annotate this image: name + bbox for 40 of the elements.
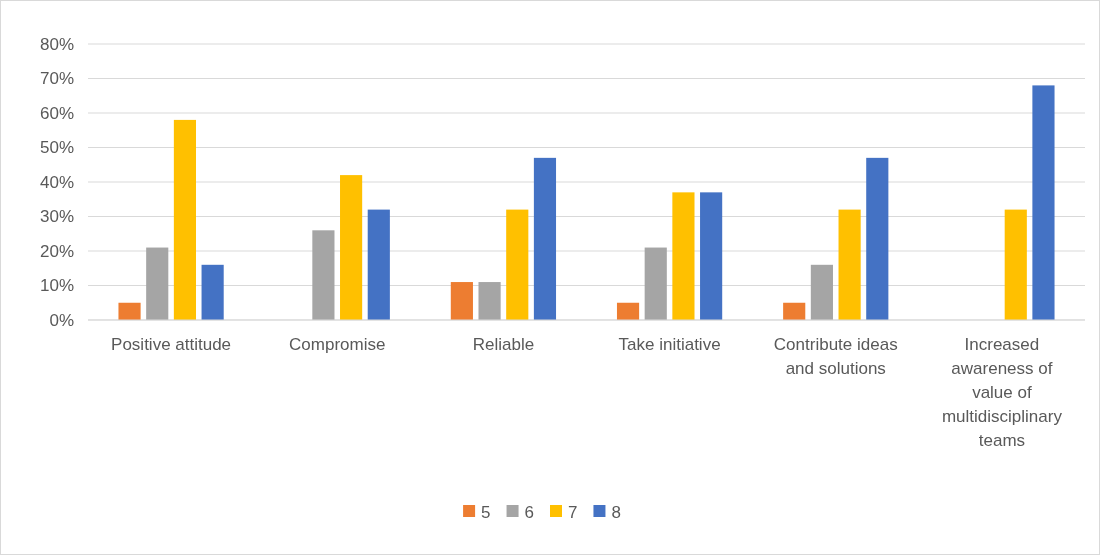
legend-label: 7 [568, 502, 578, 522]
bar [644, 247, 667, 320]
y-tick-label: 60% [39, 103, 74, 123]
bar [700, 192, 723, 320]
y-tick-label: 20% [39, 241, 74, 261]
bar [340, 175, 363, 320]
bar [783, 302, 806, 320]
x-tick-label: Positive attitude [111, 335, 232, 354]
y-tick-label: 70% [39, 69, 74, 89]
y-tick-label: 50% [39, 138, 74, 158]
bar [838, 209, 861, 320]
y-tick-label: 10% [39, 276, 74, 296]
bar [146, 247, 169, 320]
bar [1004, 209, 1027, 320]
legend-label: 5 [481, 502, 491, 522]
y-tick-label: 0% [49, 310, 74, 330]
bar [312, 230, 335, 320]
x-tick-label: Increased awareness of value of multidisciplinary teams [941, 335, 1063, 450]
bar [478, 282, 501, 320]
y-tick-label: 40% [39, 172, 74, 192]
bar [616, 302, 640, 320]
bar [367, 209, 390, 320]
legend-label: 8 [611, 502, 621, 522]
bar [118, 302, 141, 320]
bar [201, 264, 224, 320]
bar [450, 282, 473, 320]
bar [173, 119, 197, 320]
bar [506, 209, 529, 320]
x-tick-label: Compromise [289, 335, 386, 354]
x-tick-label: Contribute ideas and solutions [773, 335, 898, 378]
bar [672, 192, 695, 320]
y-tick-label: 80% [39, 34, 74, 54]
bar [866, 157, 889, 320]
y-tick-label: 30% [39, 207, 74, 227]
x-tick-label: Reliable [472, 335, 535, 354]
x-tick-label: Take initiative [618, 335, 721, 354]
bar [533, 157, 557, 320]
legend-label: 6 [524, 502, 535, 522]
bar [810, 264, 833, 320]
bar [1032, 85, 1055, 320]
